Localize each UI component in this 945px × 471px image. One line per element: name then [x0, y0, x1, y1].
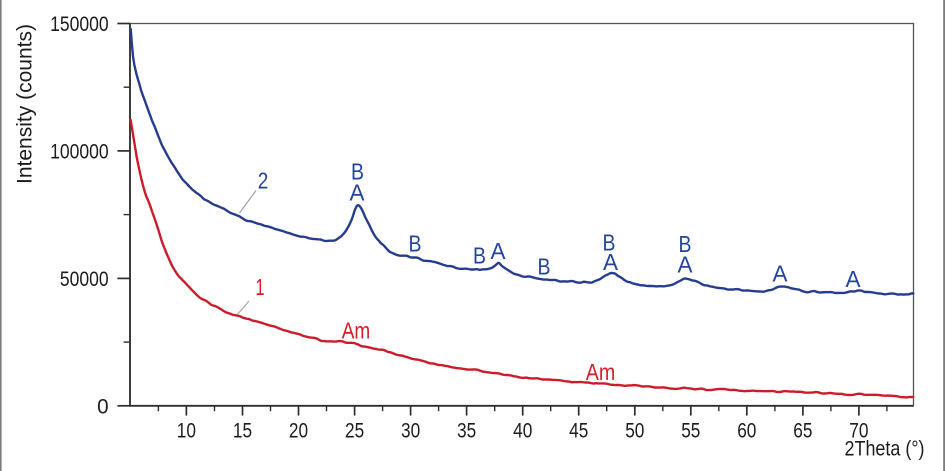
- svg-text:100000: 100000: [50, 140, 109, 163]
- svg-text:65: 65: [793, 419, 812, 442]
- svg-text:20: 20: [289, 419, 308, 442]
- svg-text:A: A: [773, 260, 789, 286]
- svg-text:150000: 150000: [50, 13, 109, 36]
- svg-text:10: 10: [177, 419, 196, 442]
- svg-text:15: 15: [233, 419, 252, 442]
- svg-text:A: A: [491, 238, 507, 264]
- svg-text:A: A: [603, 249, 619, 275]
- svg-text:70: 70: [849, 419, 868, 442]
- svg-text:45: 45: [569, 419, 588, 442]
- svg-text:35: 35: [457, 419, 476, 442]
- svg-text:50: 50: [625, 419, 644, 442]
- svg-text:60: 60: [737, 419, 756, 442]
- svg-text:Am: Am: [586, 359, 616, 385]
- svg-text:B: B: [679, 231, 692, 257]
- svg-text:1: 1: [256, 274, 265, 300]
- svg-text:55: 55: [681, 419, 700, 442]
- svg-text:B: B: [473, 242, 486, 268]
- svg-text:2Theta (°): 2Theta (°): [845, 437, 925, 460]
- svg-text:Am: Am: [342, 317, 371, 343]
- svg-text:A: A: [846, 266, 862, 292]
- svg-text:0: 0: [97, 395, 109, 418]
- svg-text:30: 30: [401, 419, 420, 442]
- svg-text:A: A: [350, 179, 366, 205]
- svg-text:A: A: [678, 251, 694, 277]
- svg-text:25: 25: [345, 419, 364, 442]
- svg-text:B: B: [351, 158, 364, 184]
- svg-text:40: 40: [513, 419, 532, 442]
- svg-text:B: B: [409, 230, 422, 256]
- svg-text:Intensity (counts): Intensity (counts): [14, 24, 37, 184]
- svg-text:2: 2: [258, 167, 269, 193]
- svg-text:50000: 50000: [60, 268, 109, 291]
- svg-text:B: B: [538, 253, 551, 279]
- svg-text:B: B: [603, 229, 616, 255]
